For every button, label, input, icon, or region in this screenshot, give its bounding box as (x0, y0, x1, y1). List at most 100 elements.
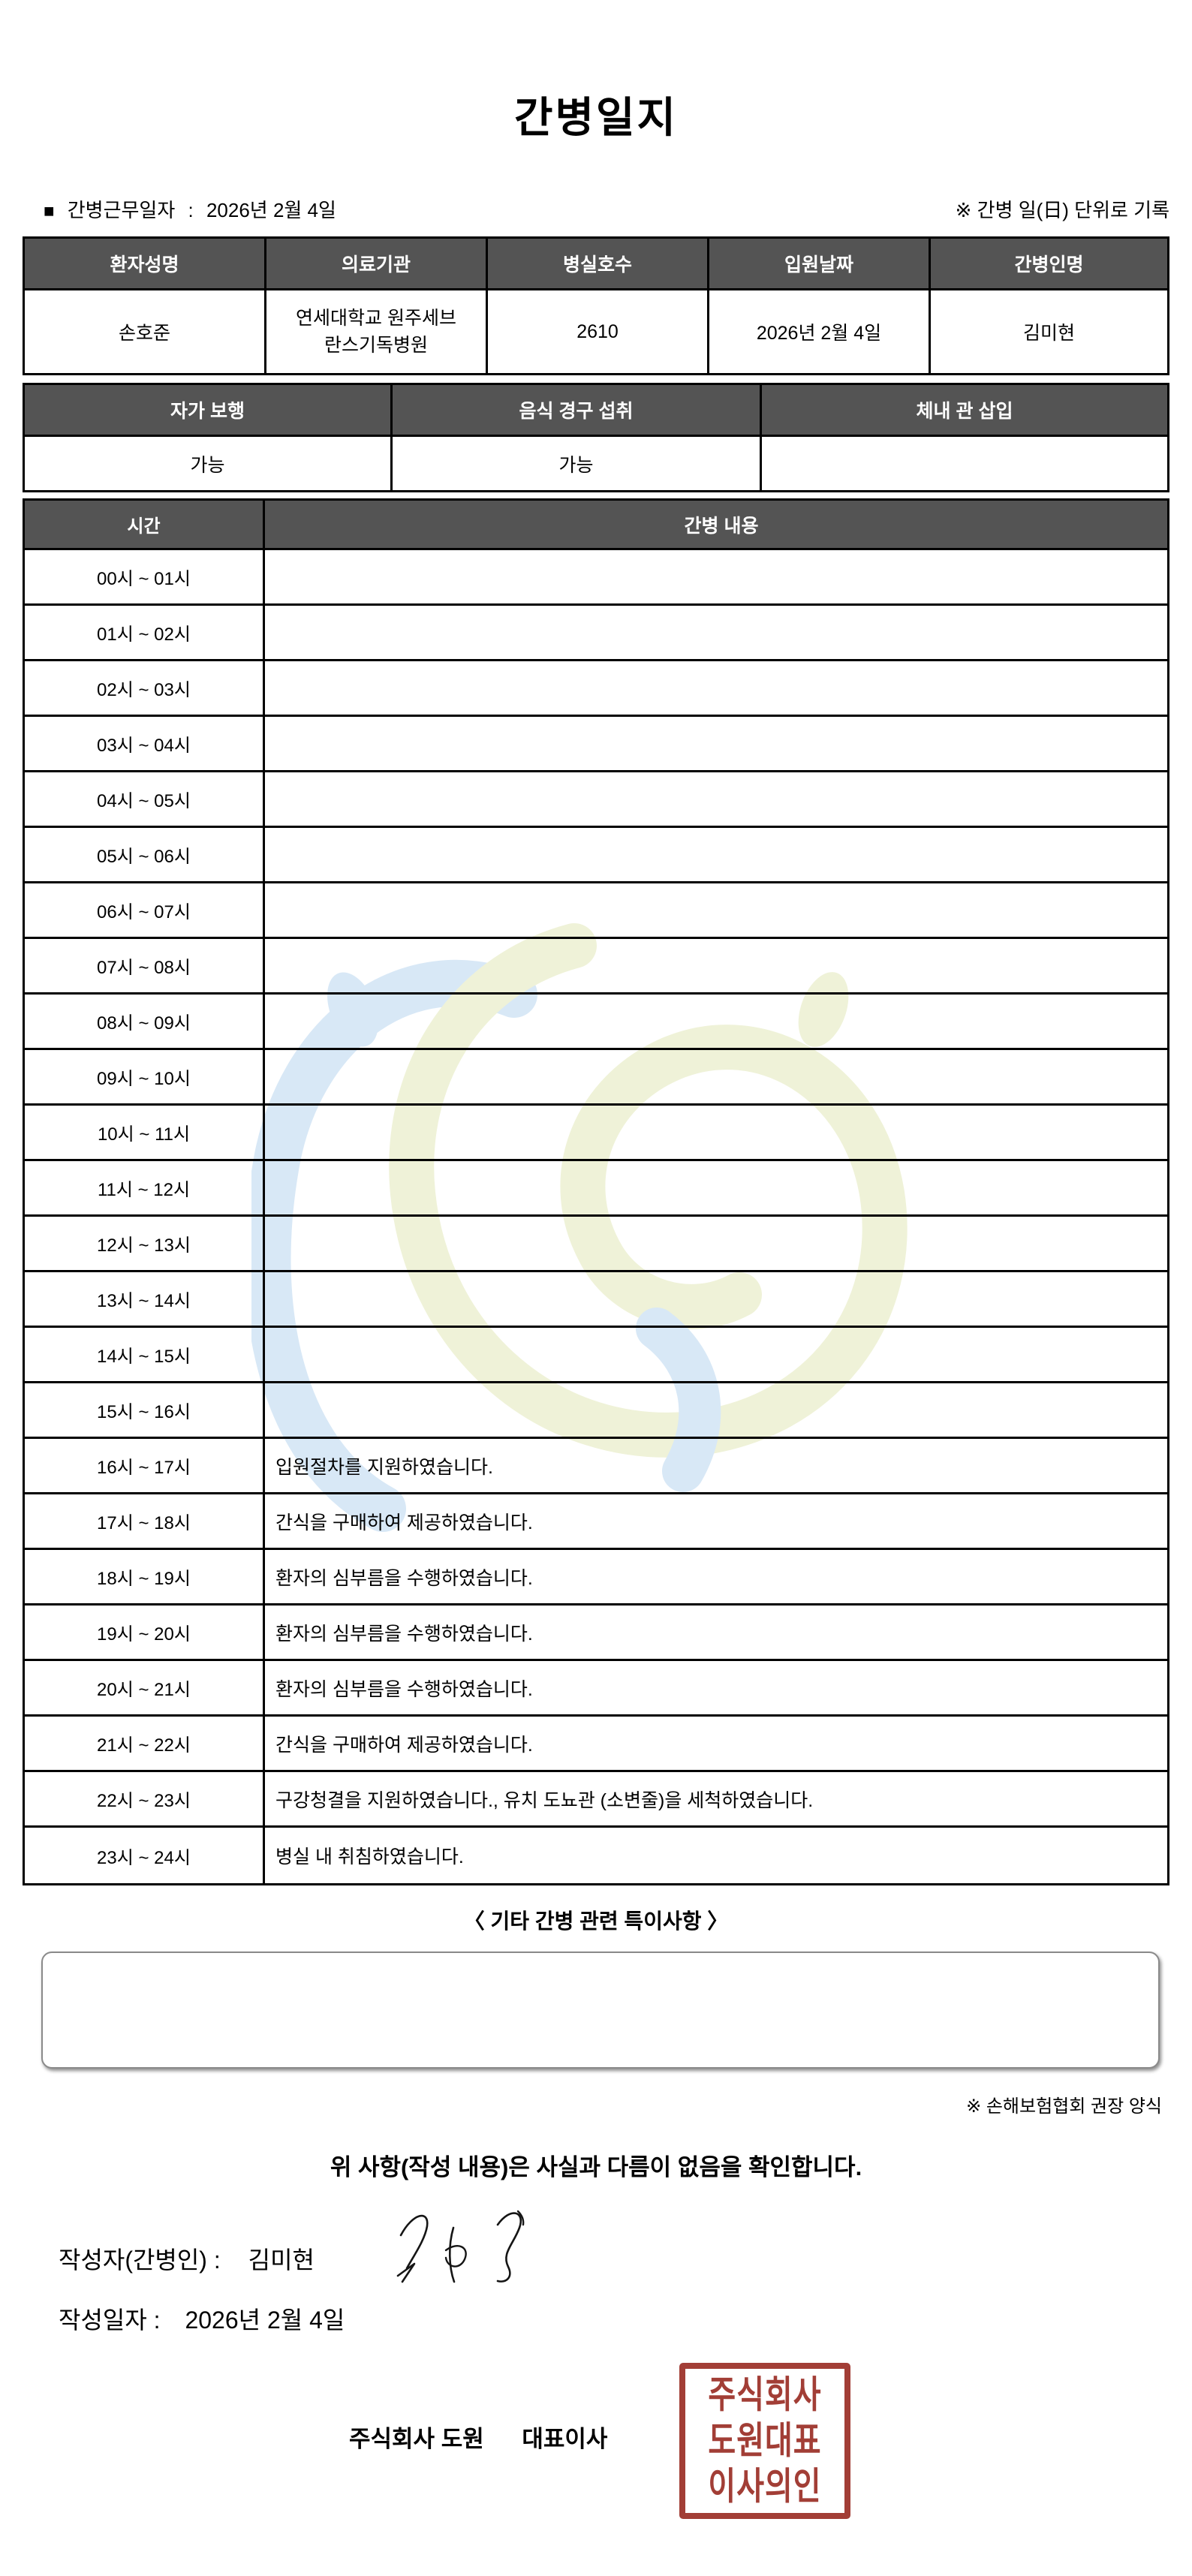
work-date-line: ■ 간병근무일자 : 2026년 2월 4일 (44, 195, 344, 223)
time-slot-label: 11시 ~ 12시 (25, 1161, 265, 1214)
care-log-row: 20시 ~ 21시 환자의 심부름을 수행하였습니다. (25, 1661, 1167, 1717)
author-label: 작성자(간병인) : (59, 2246, 221, 2274)
patient-name-value: 손호준 (25, 290, 266, 373)
time-slot-label: 01시 ~ 02시 (25, 606, 265, 659)
written-date-value: 2026년 2월 4일 (185, 2307, 345, 2334)
care-content-value: 구강청결을 지원하였습니다., 유치 도뇨관 (소변줄)을 세척하였습니다. (275, 1789, 814, 1811)
time-slot-label: 21시 ~ 22시 (25, 1717, 265, 1770)
care-content-value (265, 1106, 1167, 1159)
care-content-value (265, 1050, 1167, 1103)
care-content-value (265, 828, 1167, 881)
care-log-row: 23시 ~ 24시 병실 내 취침하였습니다. (25, 1828, 1167, 1883)
seal-row: 도원대표 (708, 2420, 822, 2462)
patient-status-table: 자가 보행 음식 경구 섭취 체내 관 삽입 가능 가능 (23, 383, 1169, 492)
care-content-value (265, 550, 1167, 603)
care-content-value (265, 606, 1167, 659)
room-number-header: 병실호수 (488, 239, 709, 290)
tube-insertion-value (762, 437, 1167, 490)
care-log-row: 07시 ~ 08시 (25, 939, 1167, 995)
time-slot-label: 05시 ~ 06시 (25, 828, 265, 881)
author-name: 김미현 (248, 2246, 315, 2274)
care-log-row: 15시 ~ 16시 (25, 1383, 1167, 1439)
handwritten-signature (396, 2210, 525, 2283)
insurance-association-note: ※ 손해보험협회 권장 양식 (966, 2096, 1162, 2117)
care-log-row: 22시 ~ 23시 구강청결을 지원하였습니다., 유치 도뇨관 (소변줄)을 … (25, 1772, 1167, 1828)
care-log-row: 13시 ~ 14시 (25, 1272, 1167, 1328)
care-log-row: 04시 ~ 05시 (25, 772, 1167, 828)
care-log-header-row: 시간 간병 내용 (25, 501, 1167, 550)
meta-row: ■ 간병근무일자 : 2026년 2월 4일 ※ 간병 일(日) 단위로 기록 (44, 195, 1169, 223)
care-log-row: 21시 ~ 22시 간식을 구매하여 제공하였습니다. (25, 1717, 1167, 1772)
confirmation-statement: 위 사항(작성 내용)은 사실과 다름이 없음을 확인합니다. (330, 2154, 862, 2180)
care-log-row: 05시 ~ 06시 (25, 828, 1167, 883)
room-number-value: 2610 (488, 290, 709, 373)
care-content-value: 간식을 구매하여 제공하였습니다. (275, 1512, 533, 1533)
care-content-value (265, 1161, 1167, 1214)
care-log-row: 12시 ~ 13시 (25, 1217, 1167, 1272)
time-slot-label: 13시 ~ 14시 (25, 1272, 265, 1326)
seal-row: 주식회사 (708, 2374, 822, 2416)
self-walking-value: 가능 (25, 437, 393, 490)
care-content-value: 환자의 심부름을 수행하였습니다. (275, 1623, 533, 1645)
admission-date-value: 2026년 2월 4일 (709, 290, 931, 373)
time-slot-label: 03시 ~ 04시 (25, 717, 265, 770)
caregiver-name-value: 김미현 (1022, 323, 1075, 344)
care-content-value (265, 1217, 1167, 1270)
self-walking-header: 자가 보행 (25, 385, 393, 437)
medical-institution-header: 의료기관 (266, 239, 488, 290)
care-content-value: 병실 내 취침하였습니다. (275, 1846, 464, 1867)
time-slot-label: 10시 ~ 11시 (25, 1106, 265, 1159)
work-date-value: 2026년 2월 4일 (206, 199, 336, 221)
time-slot-label: 09시 ~ 10시 (25, 1050, 265, 1103)
work-date-label: 간병근무일자 (67, 199, 176, 221)
seal-row: 이사의인 (708, 2466, 822, 2508)
care-log-row: 03시 ~ 04시 (25, 717, 1167, 772)
patient-name-header: 환자성명 (25, 239, 266, 290)
care-log-row: 06시 ~ 07시 (25, 883, 1167, 939)
special-notes-box (41, 1952, 1160, 2069)
time-slot-label: 18시 ~ 19시 (25, 1550, 265, 1603)
care-log-row: 01시 ~ 02시 (25, 606, 1167, 661)
hospital-logo-watermark (251, 923, 908, 1532)
oral-intake-header: 음식 경구 섭취 (393, 385, 762, 437)
care-content-value (265, 717, 1167, 770)
unit-note: ※ 간병 일(日) 단위로 기록 (955, 199, 1169, 221)
time-slot-label: 07시 ~ 08시 (25, 939, 265, 992)
time-slot-label: 12시 ~ 13시 (25, 1217, 265, 1270)
care-log-row: 08시 ~ 09시 (25, 995, 1167, 1050)
time-slot-label: 17시 ~ 18시 (25, 1494, 265, 1548)
care-content-header: 간병 내용 (265, 501, 1167, 548)
time-slot-label: 08시 ~ 09시 (25, 995, 265, 1048)
medical-institution-value: 연세대학교 원주세브란스기독병원 (266, 290, 488, 373)
care-log-row: 18시 ~ 19시 환자의 심부름을 수행하였습니다. (25, 1550, 1167, 1605)
caregiver-name-header: 간병인명 (931, 239, 1167, 290)
care-content-value (265, 1328, 1167, 1381)
company-name: 주식회사 도원 (349, 2426, 484, 2452)
work-date-colon: : (188, 199, 194, 221)
care-content-value (265, 939, 1167, 992)
time-slot-label: 06시 ~ 07시 (25, 883, 265, 937)
time-slot-label: 23시 ~ 24시 (25, 1828, 265, 1883)
care-log-row: 00시 ~ 01시 (25, 550, 1167, 606)
care-content-value: 입원절차를 지원하였습니다. (275, 1456, 493, 1478)
care-content-value (265, 995, 1167, 1048)
tube-insertion-header: 체내 관 삽입 (762, 385, 1167, 437)
care-log-row: 09시 ~ 10시 (25, 1050, 1167, 1106)
care-log-row: 10시 ~ 11시 (25, 1106, 1167, 1161)
written-date-line: 작성일자 : 2026년 2월 4일 (59, 2301, 345, 2336)
care-content-value (265, 883, 1167, 937)
patient-info-table: 환자성명 의료기관 병실호수 입원날짜 간병인명 손호준 연세대학교 원주세브란… (23, 236, 1169, 375)
care-log-row: 02시 ~ 03시 (25, 661, 1167, 717)
page-title: 간병일지 (513, 94, 679, 141)
ceo-title: 대표이사 (522, 2426, 608, 2452)
time-header: 시간 (25, 501, 265, 548)
time-slot-label: 04시 ~ 05시 (25, 772, 265, 826)
written-date-label: 작성일자 : (59, 2307, 161, 2334)
time-slot-label: 22시 ~ 23시 (25, 1772, 265, 1825)
time-slot-label: 02시 ~ 03시 (25, 661, 265, 715)
time-slot-label: 19시 ~ 20시 (25, 1605, 265, 1659)
care-log-row: 17시 ~ 18시 간식을 구매하여 제공하였습니다. (25, 1494, 1167, 1550)
author-line: 작성자(간병인) : 김미현 (59, 2241, 315, 2276)
care-content-value (265, 661, 1167, 715)
